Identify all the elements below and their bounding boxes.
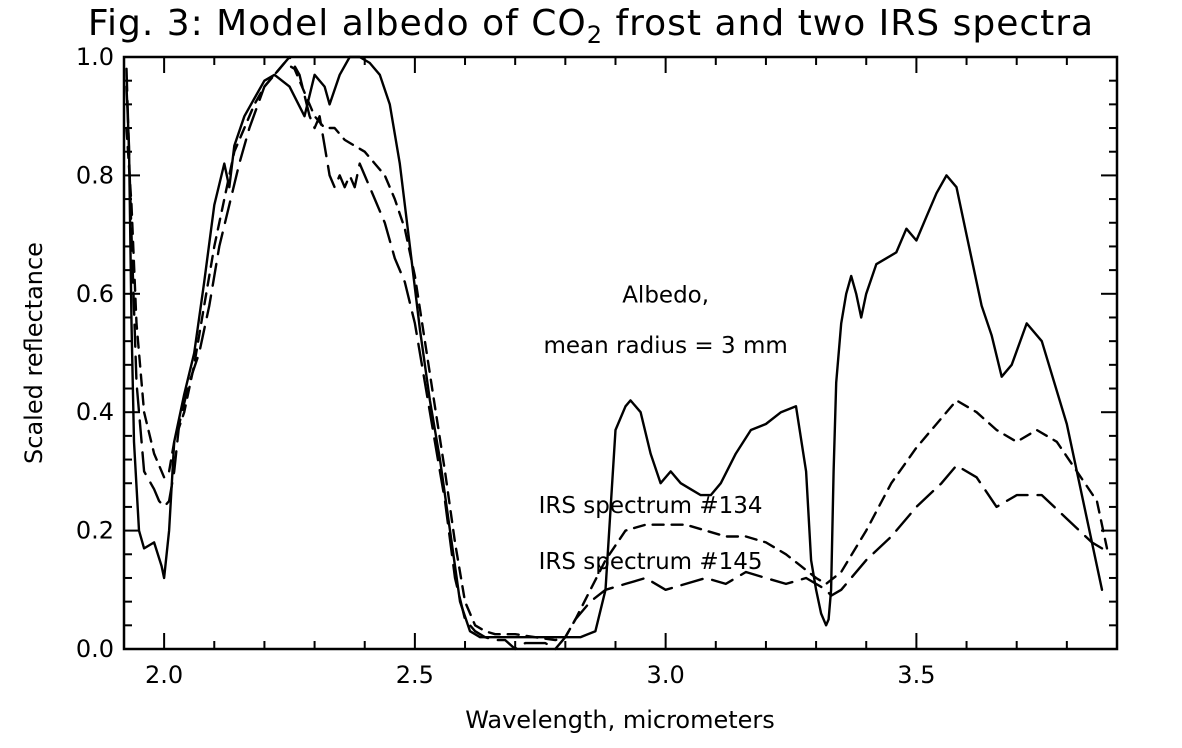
annotation-layer: Albedo, mean radius = 3 mm IRS spectrum #1…	[539, 283, 788, 575]
y-tick-label: 0.4	[76, 398, 114, 426]
x-tick-label: 3.0	[647, 661, 685, 689]
x-axis-title: Wavelength, micrometers	[465, 706, 775, 734]
x-tick-label: 2.5	[396, 661, 434, 689]
series-line-short-dash	[125, 61, 1109, 642]
y-axis-title: Scaled reflectance	[20, 242, 48, 464]
series-line-long-dash	[125, 55, 1104, 651]
y-tick-label: 0.6	[76, 280, 114, 308]
y-tick-label: 0.8	[76, 161, 114, 189]
series-layer	[125, 55, 1109, 651]
chart-title: Fig. 3: Model albedo of CO2 frost and tw…	[0, 0, 1182, 59]
axis-ticks: 2.0 2.5 3.0 3.5 0.0 0.2 0.4 0.6 0.8 1.0	[76, 43, 1118, 689]
chart-annotation: IRS spectrum #134	[539, 493, 763, 519]
chart-annotation: Albedo,	[622, 283, 709, 309]
chart-title-suffix: frost and two IRS spectra	[603, 3, 1095, 44]
plot-frame	[122, 55, 1119, 651]
chart-title-subscript: 2	[586, 21, 603, 50]
chart-annotation: IRS spectrum #145	[539, 549, 763, 575]
x-tick-label: 2.0	[145, 661, 183, 689]
y-tick-label: 0.2	[76, 517, 114, 545]
chart-annotation: mean radius = 3 mm	[543, 333, 787, 359]
y-tick-label: 1.0	[76, 43, 114, 71]
chart-title-prefix: Fig. 3: Model albedo of CO	[87, 3, 587, 44]
x-tick-label: 3.5	[897, 661, 935, 689]
y-tick-label: 0.0	[76, 635, 114, 663]
